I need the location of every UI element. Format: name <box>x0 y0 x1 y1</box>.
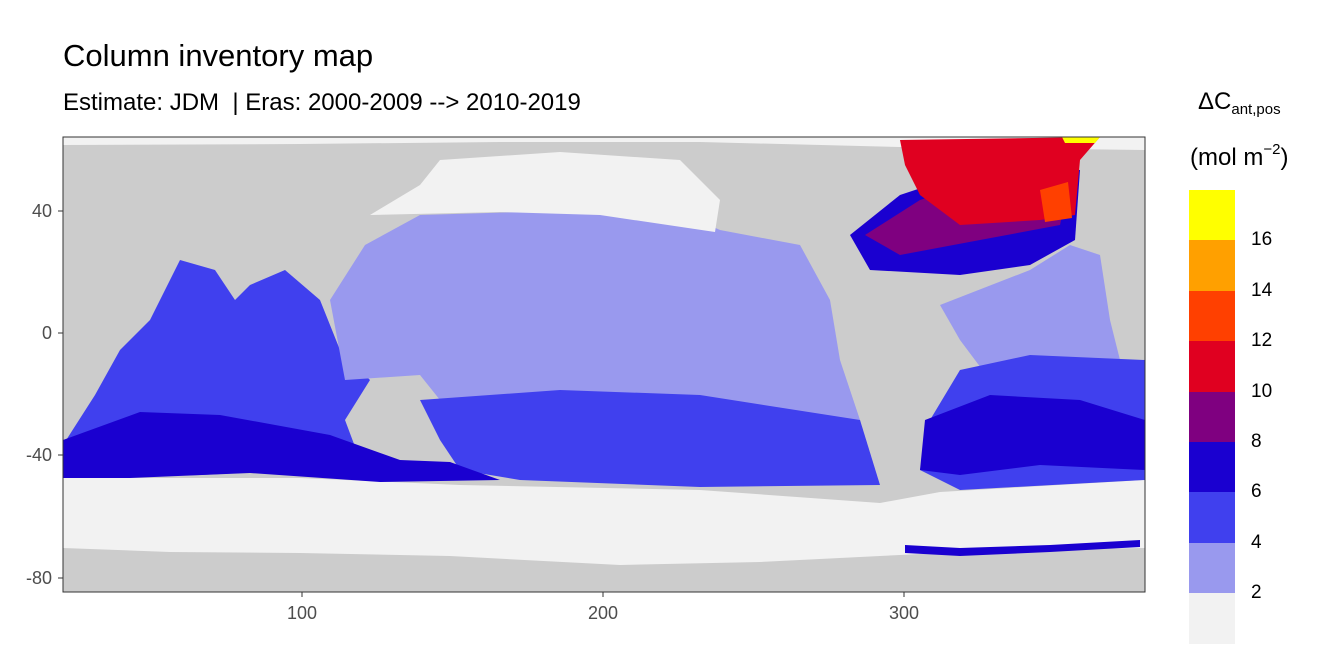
y-tick-label: 0 <box>42 323 52 343</box>
legend-unit-sup: −2 <box>1263 141 1281 158</box>
x-axis <box>301 592 905 597</box>
southern-dark-band <box>63 412 500 482</box>
legend-swatch <box>1189 593 1235 644</box>
y-tick-label: -80 <box>26 568 52 588</box>
legend-label: 16 <box>1251 229 1273 251</box>
legend-unit-prefix: (mol m <box>1190 144 1264 171</box>
x-tick-label: 100 <box>287 603 317 623</box>
legend-title-sub: ant,pos <box>1231 101 1281 118</box>
legend-swatch <box>1189 341 1235 392</box>
y-tick-label: 40 <box>32 201 52 221</box>
legend-label: 4 <box>1251 531 1262 553</box>
legend-colorbar <box>1189 190 1235 644</box>
south-atlantic-dark <box>920 395 1145 475</box>
legend-label: 2 <box>1251 582 1262 604</box>
map-subtitle: Estimate: JDM | Eras: 2000-2009 --> 2010… <box>63 89 581 116</box>
x-tick-label: 200 <box>588 603 618 623</box>
legend-unit-suffix: ) <box>1280 144 1289 171</box>
legend-swatch <box>1189 492 1235 543</box>
legend-swatch <box>1189 542 1235 594</box>
legend-label: 10 <box>1251 380 1273 402</box>
legend-label: 8 <box>1251 431 1262 452</box>
legend-label: 12 <box>1251 330 1273 352</box>
legend-swatch <box>1189 190 1235 241</box>
map-panel <box>63 137 1145 592</box>
map-title: Column inventory map <box>63 38 374 73</box>
x-tick-label: 300 <box>889 603 919 623</box>
y-tick-label: -40 <box>26 445 52 465</box>
legend-swatch <box>1189 240 1235 291</box>
arctic-light <box>63 137 1145 150</box>
southern-ocean-band <box>63 478 1145 565</box>
legend-title: ΔCant,pos (mol m−2) <box>1190 82 1320 178</box>
legend-title-main: ΔC <box>1198 88 1232 115</box>
southern-ocean-mid <box>420 390 880 487</box>
legend-swatch <box>1189 290 1235 342</box>
north-atlantic-orange <box>1040 182 1072 222</box>
y-axis <box>58 210 63 579</box>
map-panel-border <box>62 136 1146 593</box>
legend-label: 14 <box>1251 279 1273 301</box>
antarctic-coastal-strip <box>905 540 1140 556</box>
legend-label: 6 <box>1251 481 1262 503</box>
legend-swatch <box>1189 441 1235 493</box>
legend-swatch <box>1189 391 1235 442</box>
north-pacific-light <box>370 152 720 232</box>
north-atlantic-yellow <box>1062 137 1100 143</box>
